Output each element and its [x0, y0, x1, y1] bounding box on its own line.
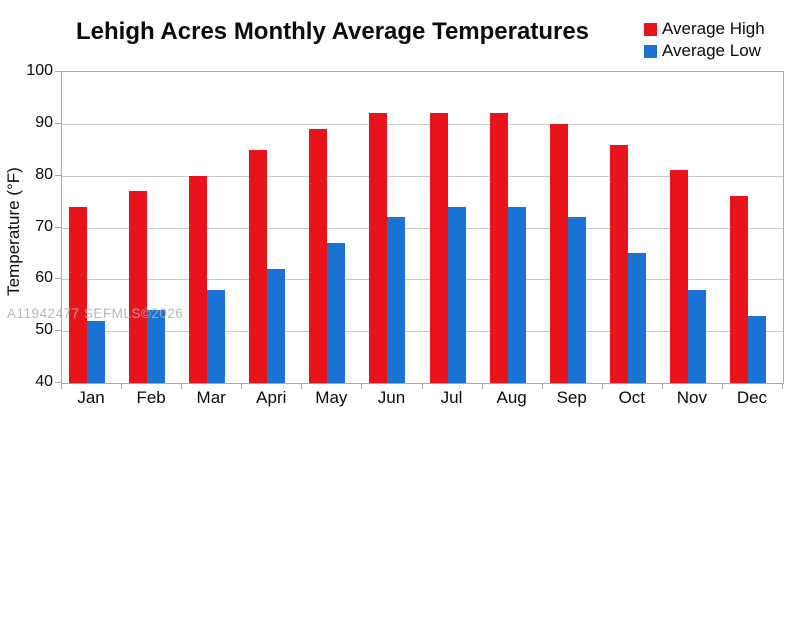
x-tick-mark: [181, 383, 183, 389]
x-tick-mark: [782, 383, 783, 389]
y-tick-mark: [55, 382, 62, 383]
bar-average-high: [669, 170, 688, 383]
x-tick-mark: [301, 383, 303, 389]
bar-average-high: [609, 144, 628, 383]
bar-average-low: [147, 310, 166, 383]
bar-average-low: [387, 217, 406, 383]
legend-swatch-high-icon: [644, 22, 657, 36]
x-tick-mark: [361, 383, 363, 389]
bar-average-low: [447, 206, 466, 383]
bar-average-high: [249, 149, 268, 383]
x-axis-label-nov: Nov: [676, 388, 707, 407]
bar-average-low: [747, 315, 766, 383]
legend: Average High Average Low: [644, 18, 765, 62]
gridline: [62, 279, 783, 281]
chart-title: Lehigh Acres Monthly Average Temperature…: [76, 18, 590, 45]
x-axis-label-jan: Jan: [77, 388, 105, 407]
x-tick-mark: [121, 383, 123, 389]
bar-average-low: [327, 243, 346, 383]
bar-average-high: [729, 196, 748, 383]
x-tick-mark: [241, 383, 243, 389]
bar-average-high: [369, 113, 388, 383]
x-tick-mark: [541, 383, 543, 389]
gridline: [62, 227, 783, 229]
bar-average-low: [687, 289, 706, 383]
bar-average-high: [489, 113, 508, 383]
bar-average-high: [189, 175, 208, 383]
y-tick-label: 70: [35, 217, 53, 235]
x-axis-label-dec: Dec: [736, 388, 768, 407]
x-tick-mark: [421, 383, 423, 389]
bar-average-high: [69, 206, 87, 383]
bar-average-low: [627, 253, 646, 383]
y-tick-label: 40: [35, 373, 53, 390]
bar-average-low: [87, 320, 105, 383]
y-tick-mark: [55, 71, 62, 72]
x-tick-mark: [661, 383, 663, 389]
x-tick-mark: [721, 383, 723, 389]
y-tick-label: 60: [35, 269, 53, 287]
y-tick-mark: [55, 278, 62, 280]
x-axis-label-mar: Mar: [196, 388, 226, 407]
x-axis-label-oct: Oct: [618, 388, 646, 407]
x-tick-mark: [481, 383, 483, 389]
gridline: [62, 175, 783, 177]
x-axis-label-sep: Sep: [556, 388, 587, 407]
gridline: [62, 123, 783, 125]
bar-average-low: [507, 206, 526, 383]
legend-swatch-low-icon: [644, 44, 657, 58]
x-tick-mark: [601, 383, 603, 389]
x-axis-label-may: May: [315, 388, 348, 407]
y-tick-mark: [55, 226, 62, 228]
bar-average-high: [129, 191, 148, 383]
x-axis-label-aug: Aug: [496, 388, 527, 407]
watermark: A11942477 SEFMLS©2026: [7, 306, 184, 321]
x-axis-label-apri: Apri: [256, 388, 287, 407]
y-tick-label: 80: [35, 165, 53, 183]
y-tick-mark: [55, 330, 62, 332]
bar-average-high: [549, 123, 568, 383]
y-tick-label: 50: [35, 321, 53, 339]
x-axis-label-feb: Feb: [136, 388, 166, 407]
legend-item-average-low: Average Low: [644, 40, 765, 62]
bar-average-low: [567, 217, 586, 383]
bar-average-low: [267, 268, 286, 383]
bar-average-low: [207, 289, 226, 383]
gridline: [62, 331, 783, 333]
y-tick-mark: [55, 174, 62, 176]
y-tick-mark: [55, 122, 62, 124]
bar-average-high: [309, 129, 328, 383]
y-tick-label: 90: [35, 113, 53, 131]
x-axis-label-jul: Jul: [440, 388, 463, 407]
y-tick-label: 100: [26, 62, 53, 79]
legend-label-average-low: Average Low: [662, 41, 761, 60]
x-tick-mark: [61, 383, 62, 389]
legend-item-average-high: Average High: [644, 18, 765, 40]
legend-label-average-high: Average High: [662, 19, 765, 38]
plot-area: [61, 71, 784, 384]
bar-average-high: [429, 113, 448, 383]
x-axis-label-jun: Jun: [377, 388, 406, 407]
